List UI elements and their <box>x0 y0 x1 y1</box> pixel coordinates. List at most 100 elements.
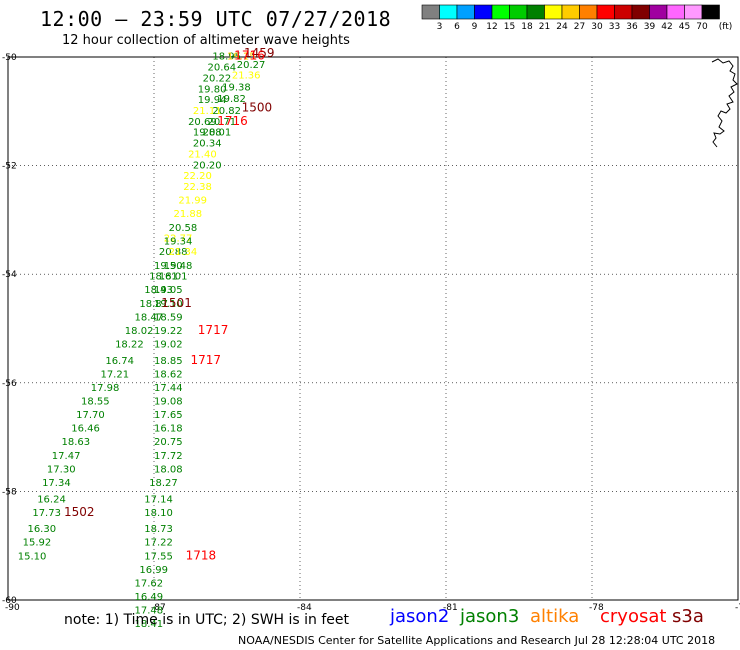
swh-label: 18.41 <box>135 619 164 630</box>
lon-tick-label: -78 <box>589 603 604 613</box>
swh-label: 21.11 <box>193 106 222 117</box>
swh-label: 15.10 <box>18 551 47 562</box>
legend-value: 42 <box>661 22 673 32</box>
legend-value: 70 <box>696 22 708 32</box>
legend-value: 33 <box>608 22 621 32</box>
swh-label: 17.22 <box>144 538 173 549</box>
swh-label: 18.55 <box>81 397 110 408</box>
swh-label: 19.48 <box>164 261 193 272</box>
swh-label: 20.01 <box>203 128 232 139</box>
swh-label: 16.18 <box>154 424 183 435</box>
swh-label: 20.75 <box>154 437 183 448</box>
swh-label: 21.34 <box>169 247 198 258</box>
legend-value: 45 <box>678 22 691 32</box>
swh-label: 17.72 <box>154 451 183 462</box>
lat-tick-label: -54 <box>2 270 17 280</box>
swh-label: 18.85 <box>154 356 183 367</box>
legend-value: 39 <box>643 22 656 32</box>
swh-label: 17.70 <box>76 410 105 421</box>
swh-label: 20.69 <box>188 117 217 128</box>
swh-label: 18.02 <box>125 326 154 337</box>
legend-swatch <box>701 4 720 20</box>
swh-label: 17.48 <box>135 606 164 617</box>
swh-label: 18.73 <box>144 524 173 535</box>
lat-tick-label: -58 <box>2 487 17 497</box>
swh-label: 17.73 <box>32 508 61 519</box>
swh-label: 18.63 <box>62 437 91 448</box>
legend-value: 30 <box>591 22 603 32</box>
swh-label: 18.01 <box>159 272 188 283</box>
satellite-jason3: jason3 <box>460 606 520 627</box>
legend-value: 3 <box>436 22 443 32</box>
swh-label: 18.47 <box>135 312 164 323</box>
legend-value: 18 <box>521 22 533 32</box>
legend-unit: (ft) <box>718 22 733 32</box>
legend-value: 36 <box>626 22 638 32</box>
coastline-islands <box>711 58 738 148</box>
time-label: 1717 <box>191 353 222 367</box>
swh-label: 18.10 <box>144 508 173 519</box>
swh-label: 15.92 <box>23 538 52 549</box>
swh-label: 18.27 <box>149 478 178 489</box>
lon-tick-label: -75 <box>735 603 740 613</box>
time-label: 1717 <box>198 323 229 337</box>
swh-label: 20.20 <box>193 160 222 171</box>
swh-label: 19.05 <box>154 285 183 296</box>
swh-label: 18.61 <box>149 272 178 283</box>
swh-label: 19.02 <box>154 340 183 351</box>
swh-label: 17.34 <box>42 478 71 489</box>
swh-label: 17.30 <box>47 464 76 475</box>
swh-label: 21.88 <box>173 209 202 220</box>
satellite-jason2: jason2 <box>390 606 450 627</box>
swh-label: 19.38 <box>222 83 251 94</box>
swh-label: 20.34 <box>193 139 222 150</box>
swh-label: 19.50 <box>154 261 183 272</box>
swh-label: 17.14 <box>144 494 173 505</box>
satellite-cryosat: cryosat <box>600 606 667 627</box>
time-label: 1502 <box>64 505 95 519</box>
swh-label: 21.99 <box>178 196 207 207</box>
swh-label: 16.49 <box>135 592 164 603</box>
swh-label: 16.74 <box>105 356 134 367</box>
swh-label: 19.82 <box>217 94 246 105</box>
swh-label: 17.21 <box>100 369 129 380</box>
swh-label: 18.62 <box>154 369 183 380</box>
time-label: 1718 <box>186 548 217 562</box>
swh-label: 18.59 <box>154 312 183 323</box>
swh-label: 19.10 <box>154 299 183 310</box>
page-subtitle: 12 hour collection of altimeter wave hei… <box>62 33 350 48</box>
swh-label: 19.94 <box>198 95 227 106</box>
swh-label: 19.88 <box>193 128 222 139</box>
swh-label: 22.77 <box>164 234 193 245</box>
time-label: 1716 <box>217 114 248 128</box>
swh-label: 18.43 <box>144 285 173 296</box>
swh-label: 19.15 <box>227 52 256 63</box>
footer-credit: NOAA/NESDIS Center for Satellite Applica… <box>238 634 716 647</box>
satellite-s3a: s3a <box>672 606 704 627</box>
swh-label: 17.47 <box>52 451 81 462</box>
swh-label: 18.22 <box>115 340 144 351</box>
swh-label: 17.65 <box>154 410 183 421</box>
time-label: 1500 <box>242 100 273 114</box>
lon-tick-label: -90 <box>5 603 20 613</box>
swh-label: 16.30 <box>27 524 56 535</box>
map-frame <box>7 56 739 601</box>
lat-tick-label: -52 <box>2 162 17 172</box>
legend-value: 12 <box>486 22 498 32</box>
swh-label: 19.34 <box>164 236 193 247</box>
swh-label: 17.62 <box>135 578 164 589</box>
swh-label: 21.36 <box>232 71 261 82</box>
swh-label: 18.87 <box>139 299 168 310</box>
swh-label: 16.46 <box>71 424 100 435</box>
legend-value: 6 <box>454 22 460 32</box>
time-label: 1716 <box>234 49 265 63</box>
legend-value: 15 <box>503 22 516 32</box>
swh-label: 20.22 <box>203 73 232 84</box>
swh-label: 19.80 <box>198 84 227 95</box>
swh-label: 20.88 <box>159 247 188 258</box>
swh-label: 22.20 <box>183 171 212 182</box>
color-legend <box>421 4 720 20</box>
legend-value: 21 <box>538 22 551 32</box>
